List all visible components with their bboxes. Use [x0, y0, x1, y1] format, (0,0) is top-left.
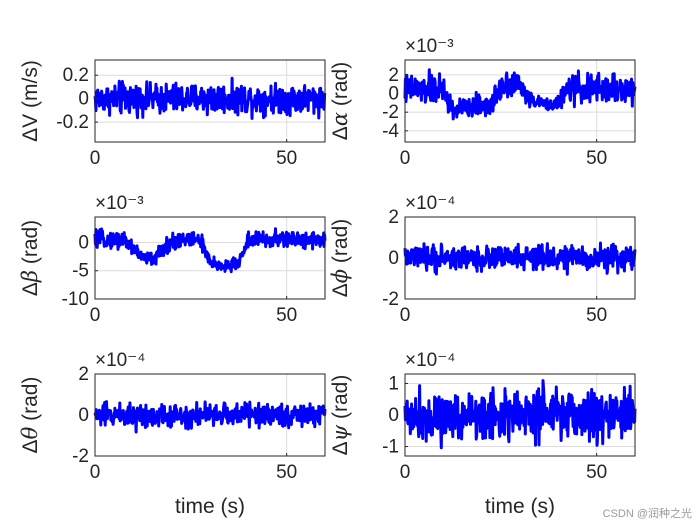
x-tick-label: 0 — [400, 148, 411, 169]
y-tick-label: 2 — [388, 207, 399, 228]
y-tick-label: 2 — [78, 364, 89, 385]
exponent-label: ×10⁻³ — [95, 193, 144, 214]
x-tick-label: 0 — [90, 462, 101, 483]
y-axis-label: Δα (rad) — [328, 62, 352, 140]
series-line-dphi — [403, 241, 637, 276]
axes-box — [94, 59, 326, 143]
subplot-dV: 0 50 -0.20 0.2 ΔV (m/s) — [19, 59, 327, 169]
exponent-label: ×10⁻⁴ — [95, 350, 145, 371]
y-axis-label: Δθ (rad) — [18, 377, 42, 454]
x-tick-label: 50 — [586, 462, 607, 483]
y-tick-label: -5 — [72, 261, 89, 282]
x-tick-label: 0 — [90, 305, 101, 326]
y-tick-label: 0 — [388, 248, 399, 269]
y-tick-label: 1 — [388, 373, 399, 394]
series-line-dtheta — [93, 400, 327, 434]
x-axis-label: time (s) — [175, 495, 245, 518]
y-axis-label: ΔV (m/s) — [19, 60, 42, 142]
series-line-dalpha — [403, 68, 637, 121]
y-tick-label: -10 — [62, 289, 89, 310]
y-axis-label: Δβ (rad) — [18, 220, 42, 296]
y-tick-label: 0 — [78, 232, 89, 253]
exponent-label: ×10⁻⁴ — [405, 193, 455, 214]
y-tick-label: -2 — [72, 446, 89, 467]
axes-box — [404, 59, 636, 143]
subplot-dphi: 0 50-202×10⁻⁴Δϕ (rad) — [328, 193, 637, 326]
y-tick-label: 2 — [388, 65, 399, 86]
x-tick-label: 50 — [276, 305, 297, 326]
y-tick-label: 0 — [388, 84, 399, 105]
x-tick-label: 0 — [400, 305, 411, 326]
y-tick-label: 0 — [388, 405, 399, 426]
x-tick-label: 50 — [276, 148, 297, 169]
subplot-dpsi: 0 50-101×10⁻⁴Δψ (rad)time (s) — [328, 350, 637, 518]
y-tick-label: -2 — [382, 289, 399, 310]
x-tick-label: 50 — [586, 148, 607, 169]
x-tick-label: 0 — [90, 148, 101, 169]
x-tick-label: 50 — [276, 462, 297, 483]
y-tick-label: -1 — [382, 437, 399, 458]
series-line-dV — [93, 76, 327, 120]
axes-box — [94, 216, 326, 300]
y-tick-label: -4 — [382, 121, 399, 142]
x-tick-label: 50 — [586, 305, 607, 326]
y-tick-label: -2 — [382, 102, 399, 123]
exponent-label: ×10⁻⁴ — [405, 350, 455, 371]
y-axis-label: Δψ (rad) — [328, 375, 352, 456]
series-line-dpsi — [403, 379, 637, 450]
y-axis-label: Δϕ (rad) — [328, 219, 352, 298]
exponent-label: ×10⁻³ — [405, 36, 454, 57]
y-tick-label: 0.2 — [63, 65, 89, 86]
y-tick-label: 0 — [78, 405, 89, 426]
series-line-dbeta — [93, 227, 327, 274]
watermark-text: CSDN @润种之光 — [602, 508, 692, 520]
y-tick-label: -0.2 — [56, 112, 89, 133]
x-tick-label: 0 — [400, 462, 411, 483]
x-axis-label: time (s) — [485, 495, 555, 518]
subplot-dbeta: 0 50 -10 -5 0 ×10⁻³ Δβ (rad) — [18, 193, 327, 326]
y-tick-label: 0 — [78, 89, 89, 110]
subplot-dtheta: 0 50-202×10⁻⁴Δθ (rad)time (s) — [18, 350, 327, 518]
subplot-dalpha: 0 50-4-202×10⁻³Δα (rad) — [328, 36, 637, 169]
